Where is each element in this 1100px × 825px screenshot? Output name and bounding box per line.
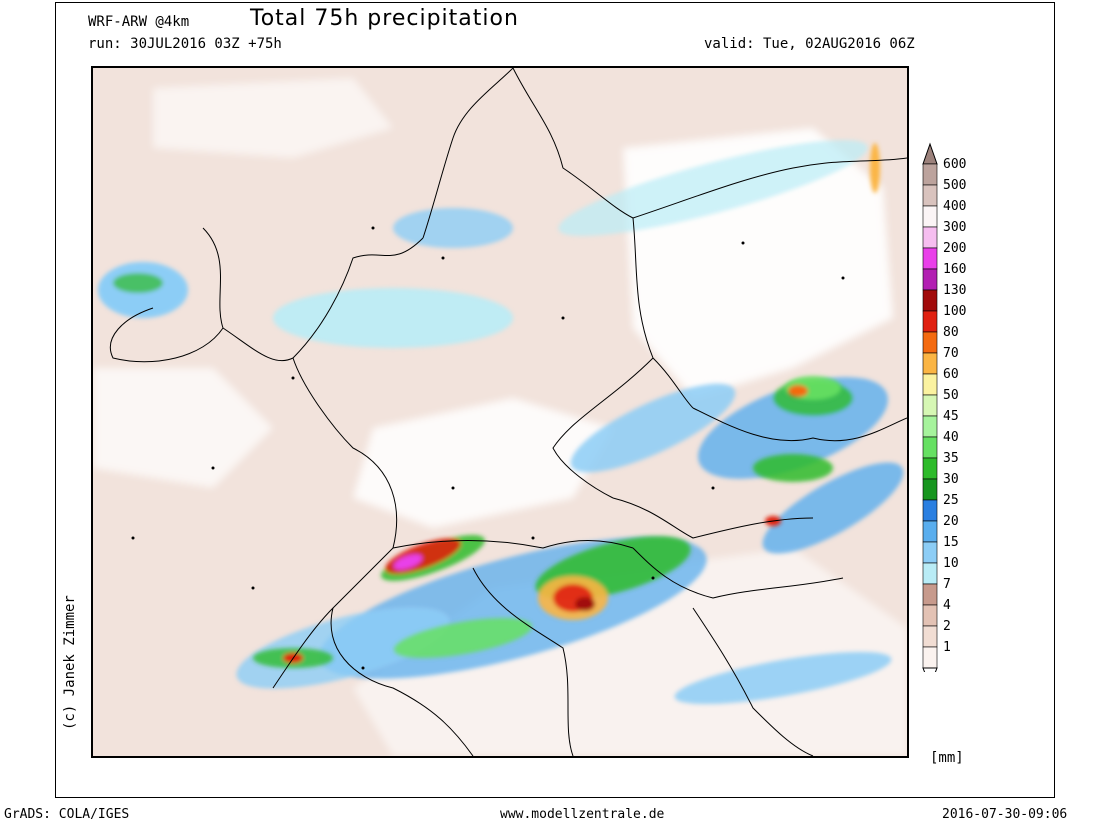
legend-label: 30 [943, 472, 959, 487]
heavy-precip-cores [253, 143, 880, 668]
legend-label: 7 [943, 577, 951, 592]
legend-swatch [922, 205, 938, 228]
legend-swatch [922, 331, 938, 354]
legend-swatch [922, 310, 938, 333]
run-label: run: 30JUL2016 03Z +75h [88, 36, 282, 52]
legend-unit: [mm] [930, 750, 964, 766]
legend-label: 25 [943, 493, 959, 508]
legend-max-arrow [922, 142, 938, 165]
legend-swatch [922, 373, 938, 396]
legend-swatch [922, 352, 938, 375]
legend-swatch [922, 478, 938, 501]
legend-label: 1 [943, 640, 951, 655]
borders [109, 68, 907, 756]
legend-swatch [922, 163, 938, 186]
legend-label: 70 [943, 346, 959, 361]
page-title: Total 75h precipitation [250, 6, 519, 31]
legend-swatch [922, 457, 938, 480]
footer-left: GrADS: COLA/IGES [4, 807, 130, 822]
color-legend: 600 500 400 300 200 160 130 100 80 70 60 50 45 40 35 30… [920, 142, 1000, 688]
legend-label: 4 [943, 598, 951, 613]
footer-url: www.modellzentrale.de [500, 807, 665, 822]
legend-label: 40 [943, 430, 959, 445]
legend-swatch [922, 436, 938, 459]
legend-swatch [922, 583, 938, 606]
legend-swatch [922, 247, 938, 270]
legend-swatch [922, 415, 938, 438]
legend-label: 50 [943, 388, 959, 403]
legend-label: 20 [943, 514, 959, 529]
precipitation-map [91, 66, 909, 758]
legend-label: 45 [943, 409, 959, 424]
legend-swatch [922, 226, 938, 249]
footer-timestamp: 2016-07-30-09:06 [942, 807, 1068, 822]
legend-swatch [922, 541, 938, 564]
plot-frame [55, 2, 1055, 798]
legend-label: 160 [943, 262, 966, 277]
legend-swatch [922, 625, 938, 648]
legend-label: 2 [943, 619, 951, 634]
legend-label: 60 [943, 367, 959, 382]
legend-label: 200 [943, 241, 966, 256]
legend-label: 300 [943, 220, 966, 235]
legend-swatch [922, 499, 938, 522]
legend-label: 130 [943, 283, 966, 298]
legend-swatch [922, 646, 938, 669]
legend-swatch [922, 184, 938, 207]
valid-label: valid: Tue, 02AUG2016 06Z [704, 36, 915, 52]
legend-swatch [922, 520, 938, 543]
legend-label: 600 [943, 157, 966, 172]
city-markers [131, 226, 845, 670]
legend-swatch [922, 562, 938, 585]
model-label: WRF-ARW @4km [88, 14, 190, 30]
legend-swatch [922, 604, 938, 627]
legend-swatch [922, 268, 938, 291]
legend-label: 500 [943, 178, 966, 193]
legend-label: 100 [943, 304, 966, 319]
legend-swatch [922, 394, 938, 417]
legend-label: 35 [943, 451, 959, 466]
legend-swatch [922, 289, 938, 312]
legend-label: 10 [943, 556, 959, 571]
legend-label: 400 [943, 199, 966, 214]
legend-label: 15 [943, 535, 959, 550]
legend-label: 80 [943, 325, 959, 340]
credit-label: (c) Janek Zimmer [62, 595, 78, 730]
legend-min-arrow [922, 667, 938, 688]
